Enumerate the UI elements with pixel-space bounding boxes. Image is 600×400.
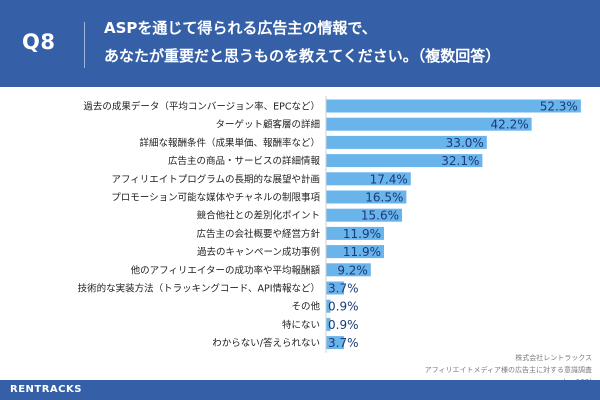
category-label: ターゲット顧客層の詳細 [215, 119, 320, 131]
value-label: 17.4% [370, 172, 408, 186]
rentracks-logo: RENTRACKS [10, 384, 82, 395]
category-label: わからない/答えられない [212, 337, 320, 349]
bar [326, 117, 532, 131]
footer-bar [0, 380, 600, 400]
bar [326, 299, 331, 313]
bar [326, 226, 384, 240]
value-label: 16.5% [365, 191, 403, 205]
question-number: Q8 [22, 30, 56, 54]
source-survey: アフィリエイトメディア様の広告主に対する意識調査 [424, 366, 592, 374]
bar [326, 317, 331, 331]
value-label: 0.9% [328, 318, 359, 332]
value-label: 3.7% [328, 336, 359, 350]
category-label: 広告主の会社概要や経営方針 [196, 228, 320, 240]
question-title: ASPを通じて得られる広告主の情報で、 あなたが重要だと思うものを教えてください… [104, 14, 594, 70]
value-label: 0.9% [328, 300, 359, 314]
question-title-line1: ASPを通じて得られる広告主の情報で、 [104, 19, 377, 37]
value-label: 32.1% [441, 154, 479, 168]
chart-panel [10, 94, 590, 356]
value-label: 3.7% [328, 282, 359, 296]
bar [326, 190, 407, 204]
bar [326, 245, 384, 259]
bar [326, 263, 371, 277]
value-label: 42.2% [491, 118, 529, 132]
category-label: 特にない [282, 319, 320, 331]
bar [326, 281, 345, 295]
header-divider [84, 22, 85, 68]
category-label: 競合他社との差別化ポイント [197, 210, 320, 222]
value-label: 33.0% [446, 136, 484, 150]
bar [326, 154, 483, 168]
value-label: 11.9% [343, 245, 381, 259]
value-label: 9.2% [337, 263, 368, 277]
category-label: 他のアフィリエイターの成功率や平均報酬額 [131, 264, 321, 276]
header-banner [0, 0, 600, 87]
value-label: 15.6% [361, 209, 399, 223]
category-label: アフィリエイトプログラムの長期的な展望や計画 [111, 173, 320, 185]
value-label: 11.9% [343, 227, 381, 241]
category-label: プロモーション可能な媒体やチャネルの制限事項 [111, 192, 320, 204]
question-title-line2: あなたが重要だと思うものを教えてください。（複数回答） [104, 47, 501, 65]
category-label: 詳細な報酬条件（成果単価、報酬率など） [139, 137, 320, 149]
source-company: 株式会社レントラックス [515, 354, 592, 362]
bar [326, 172, 411, 186]
bar [326, 208, 403, 222]
bar [326, 99, 581, 113]
category-label: 過去の成果データ（平均コンバージョン率、EPCなど） [83, 101, 320, 113]
category-label: 過去のキャンペーン成功事例 [197, 246, 320, 258]
value-label: 52.3% [540, 100, 578, 114]
category-label: その他 [291, 301, 320, 313]
category-label: 広告主の商品・サービスの詳細情報 [168, 155, 321, 167]
bar [326, 135, 487, 149]
bar [326, 336, 345, 350]
category-label: 技術的な実装方法（トラッキングコード、API情報など） [78, 283, 320, 295]
